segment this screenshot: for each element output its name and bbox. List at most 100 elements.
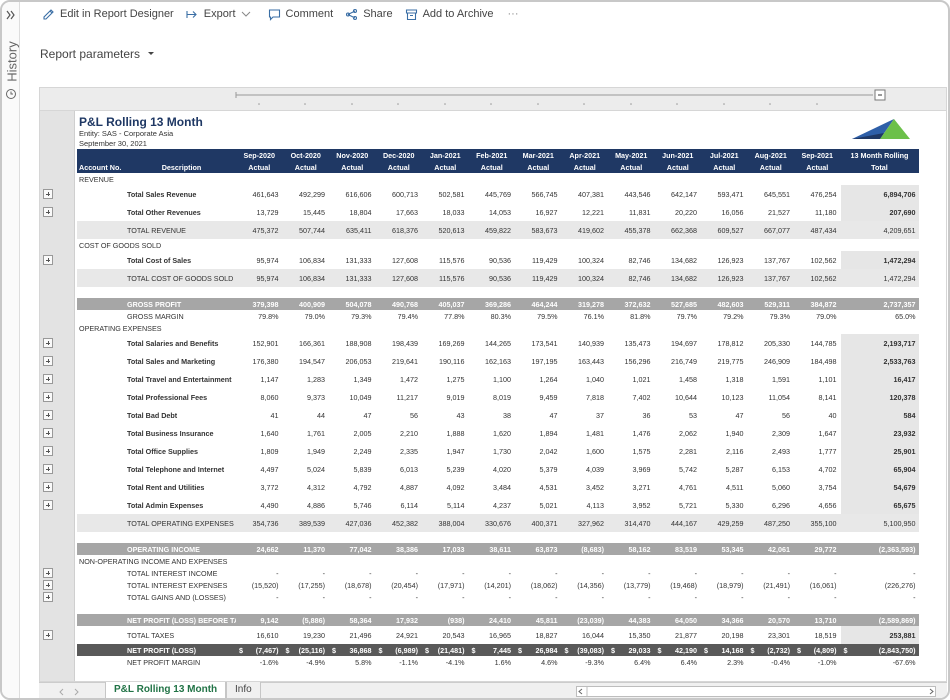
horizontal-scrollbar[interactable]	[576, 686, 936, 697]
value-cell: 9,142	[236, 614, 283, 626]
expand-button[interactable]	[43, 338, 53, 348]
value: -	[694, 592, 697, 602]
account-cell	[77, 334, 127, 352]
more-menu[interactable]: ···	[507, 8, 519, 20]
expand-button[interactable]	[43, 580, 53, 590]
value: 20,220	[675, 207, 697, 217]
value-cell: 135,473	[608, 334, 655, 352]
value: 81.8%	[630, 311, 651, 321]
value-cell: 452,382	[375, 514, 422, 532]
value-cell: 9,373	[283, 388, 330, 406]
expand-button[interactable]	[43, 428, 53, 438]
value: 529,311	[764, 299, 790, 309]
value-cell: 79.5%	[515, 310, 562, 322]
value-cell: -	[562, 591, 609, 603]
value-cell: 14,053	[469, 203, 516, 221]
toolbar-button[interactable]: Export	[186, 8, 256, 21]
value-cell: 2,249	[329, 442, 376, 460]
value-cell: 16,965	[469, 626, 516, 644]
value-cell: 4,702	[794, 460, 841, 478]
expand-button[interactable]	[43, 189, 53, 199]
expand-button[interactable]	[43, 630, 53, 640]
value-cell: 5,024	[283, 460, 330, 478]
expand-button[interactable]	[43, 392, 53, 402]
period-header: Sep-2021	[794, 149, 841, 161]
value: -9.3%	[585, 657, 604, 667]
expand-button[interactable]	[43, 446, 53, 456]
gutter-cell	[40, 310, 77, 322]
value: 178,812	[717, 338, 744, 348]
value-cell: 21,527	[748, 203, 795, 221]
expand-button[interactable]	[43, 255, 53, 265]
value: (7,467)	[255, 645, 279, 655]
value: -	[648, 592, 651, 602]
total-value: (2,843,750)	[878, 645, 916, 655]
sheet-tab[interactable]: P&L Rolling 13 Month	[105, 682, 227, 698]
value-cell: 3,754	[794, 478, 841, 496]
value-cell: 5,287	[701, 460, 748, 478]
total-cell: 2,737,357	[840, 298, 919, 310]
value: 4,656	[818, 500, 837, 510]
basis-header: Actual	[236, 161, 283, 173]
total-cell: 2,193,717	[840, 334, 919, 352]
expand-chevrons[interactable]	[6, 10, 18, 20]
expand-button[interactable]	[43, 410, 53, 420]
value: 45,811	[535, 615, 558, 625]
value-cell: 4,887	[376, 478, 423, 496]
row-label: Total Cost of Sales	[127, 255, 192, 265]
expand-button[interactable]	[43, 482, 53, 492]
value-cell: 400,371	[515, 514, 562, 532]
history-sidebar[interactable]: History	[2, 2, 20, 698]
toolbar-button[interactable]: Edit in Report Designer	[42, 8, 174, 21]
account-cell	[77, 406, 127, 424]
value-cell: 1,949	[283, 442, 330, 460]
value: -	[601, 568, 604, 578]
gutter-cell	[40, 478, 77, 496]
toolbar-icon	[186, 10, 197, 18]
header-description: Description	[127, 161, 236, 173]
table-row: TOTAL INTEREST EXPENSES (15,520) (17,255) (…	[40, 579, 919, 591]
gutter-cell	[40, 614, 77, 626]
value: (6,989)	[395, 645, 418, 655]
total-cell: -67.6%	[841, 656, 919, 668]
value: 314,470	[624, 518, 651, 528]
value-cell: 16,610	[236, 626, 283, 644]
value-cell: -9.3%	[562, 656, 609, 668]
value-cell: (23,039)	[561, 614, 608, 626]
expand-button[interactable]	[43, 500, 53, 510]
account-cell	[77, 579, 127, 591]
report-parameters[interactable]: Report parameters	[40, 47, 156, 61]
expand-button[interactable]	[43, 592, 53, 602]
value-cell: 194,697	[655, 334, 702, 352]
value-cell: 15,445	[283, 203, 330, 221]
account-cell	[77, 388, 127, 406]
value-cell: 45,811	[515, 614, 562, 626]
value-cell: $36,868	[329, 644, 376, 656]
value-cell: 3,772	[236, 478, 283, 496]
value-cell: 12,221	[562, 203, 609, 221]
value: 79.0%	[304, 311, 325, 321]
value-cell: 2,042	[515, 442, 562, 460]
value: 40	[828, 410, 837, 420]
toolbar-button[interactable]: Add to Archive	[405, 8, 494, 21]
table-row: OPERATING INCOME 24,662 11,370 77,042 38,386…	[40, 543, 919, 555]
expand-button[interactable]	[43, 464, 53, 474]
value: 53	[689, 410, 697, 420]
value: 58,364	[349, 615, 372, 625]
toolbar-button[interactable]: Comment	[268, 8, 333, 21]
value: 1,476	[632, 428, 651, 438]
table-row: NET PROFIT (LOSS) $ (7,467) $ (25,116) $36,86…	[40, 644, 919, 656]
section-label: COST OF GOODS SOLD	[79, 240, 162, 250]
expand-button[interactable]	[43, 356, 53, 366]
expand-button[interactable]	[43, 207, 53, 217]
sheet-tab[interactable]: Info	[226, 682, 261, 698]
value-cell: 5,742	[655, 460, 702, 478]
expand-button[interactable]	[43, 374, 53, 384]
expand-button[interactable]	[43, 568, 53, 578]
toolbar-button[interactable]: Share	[345, 8, 393, 21]
total-value: 2,193,717	[883, 338, 916, 348]
basis-header: Actual	[794, 161, 841, 173]
value: 5,114	[447, 500, 465, 510]
tab-nav[interactable]	[49, 684, 89, 700]
total-cell: -	[841, 591, 919, 603]
